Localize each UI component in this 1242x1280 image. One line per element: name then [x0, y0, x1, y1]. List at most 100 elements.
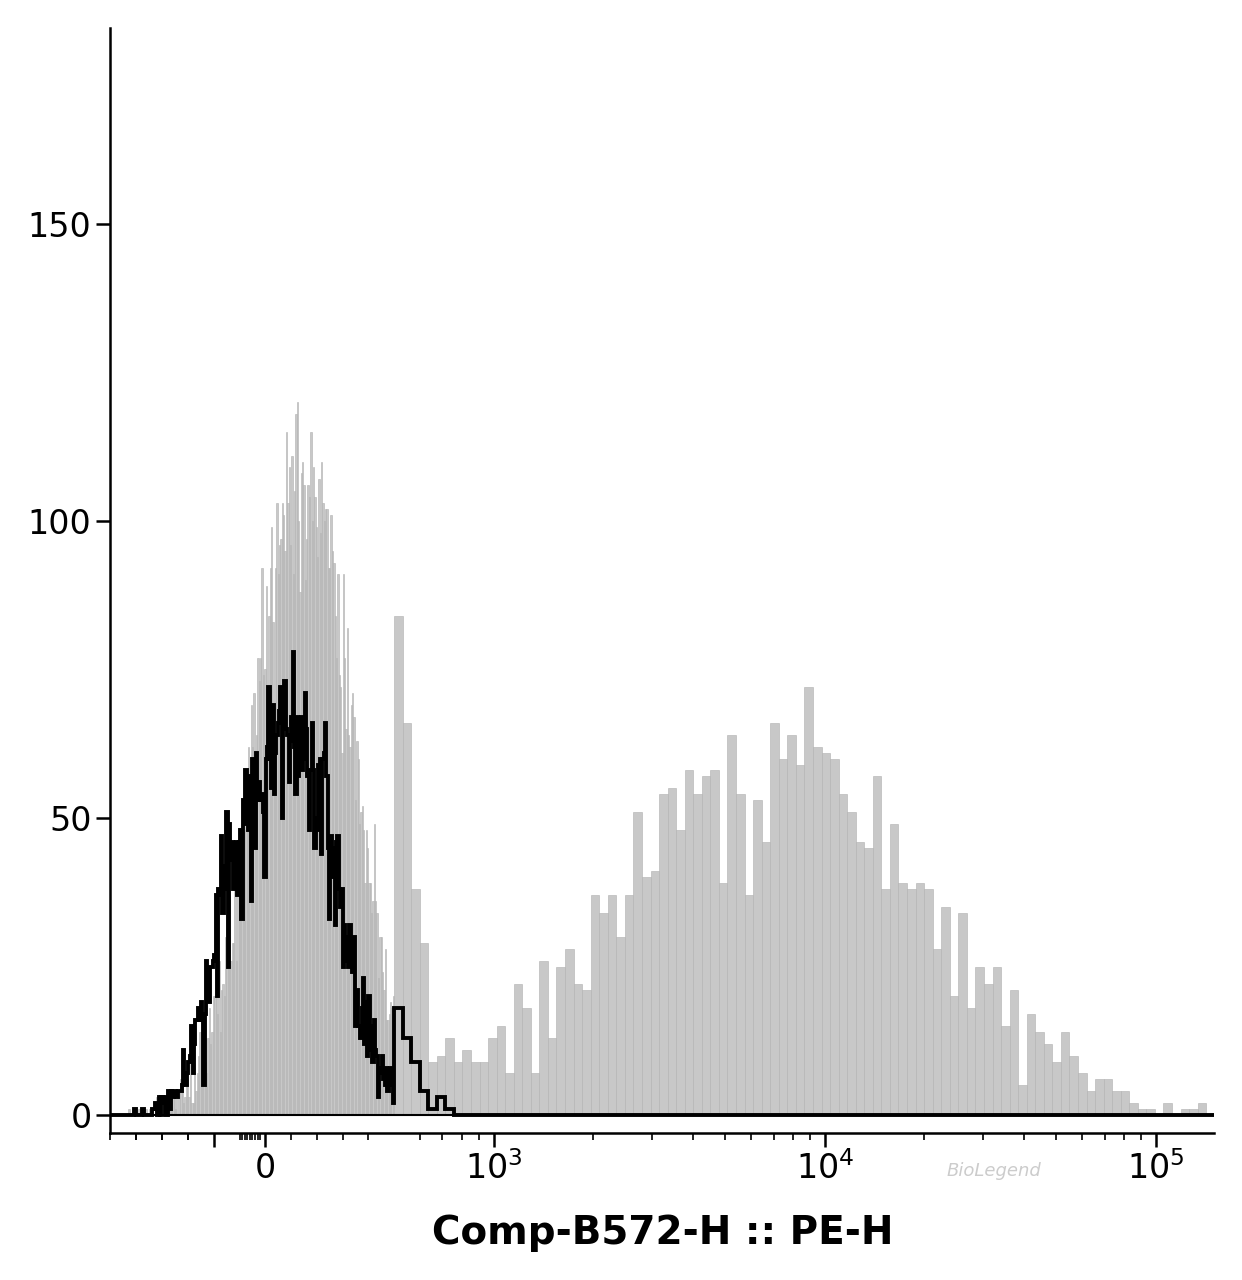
Bar — [633, 812, 642, 1115]
Bar — [805, 687, 814, 1115]
Bar — [156, 1097, 158, 1115]
Bar — [332, 550, 333, 1115]
Bar — [144, 1110, 145, 1115]
Bar — [232, 943, 233, 1115]
Bar — [864, 847, 873, 1115]
Bar — [180, 1079, 181, 1115]
Bar — [359, 824, 360, 1115]
Bar — [267, 723, 268, 1115]
Bar — [761, 842, 770, 1115]
Bar — [642, 877, 651, 1115]
Bar — [338, 575, 339, 1115]
Bar — [1104, 1079, 1112, 1115]
Bar — [294, 492, 296, 1115]
Bar — [479, 1061, 488, 1115]
Bar — [164, 1097, 165, 1115]
Bar — [233, 943, 235, 1115]
Bar — [514, 984, 523, 1115]
Bar — [375, 901, 376, 1115]
Bar — [1043, 1043, 1052, 1115]
Bar — [369, 883, 370, 1115]
Bar — [676, 829, 684, 1115]
Bar — [209, 1009, 210, 1115]
Bar — [340, 687, 342, 1115]
Bar — [256, 735, 257, 1115]
Bar — [302, 462, 303, 1115]
Bar — [651, 872, 660, 1115]
Bar — [364, 883, 365, 1115]
Bar — [373, 901, 374, 1115]
Bar — [719, 883, 728, 1115]
Bar — [830, 759, 838, 1115]
Bar — [1052, 1061, 1061, 1115]
Bar — [238, 883, 240, 1115]
Bar — [179, 1092, 180, 1115]
Bar — [347, 628, 348, 1115]
Bar — [199, 1032, 201, 1115]
Bar — [1061, 1032, 1069, 1115]
Bar — [220, 1032, 221, 1115]
Bar — [684, 771, 693, 1115]
Bar — [243, 829, 245, 1115]
Bar — [138, 1110, 140, 1115]
Bar — [247, 818, 248, 1115]
Bar — [181, 1079, 183, 1115]
Bar — [168, 1097, 170, 1115]
Bar — [334, 616, 335, 1115]
Bar — [1181, 1110, 1189, 1115]
Bar — [327, 509, 328, 1115]
Bar — [453, 1061, 462, 1115]
Bar — [1129, 1103, 1138, 1115]
Bar — [360, 812, 361, 1115]
Bar — [371, 913, 373, 1115]
Bar — [330, 515, 332, 1115]
Bar — [176, 1092, 178, 1115]
Bar — [497, 1027, 505, 1115]
Bar — [838, 794, 847, 1115]
Bar — [966, 1009, 975, 1115]
Bar — [222, 984, 224, 1115]
Bar — [1112, 1092, 1120, 1115]
Bar — [345, 728, 347, 1115]
Bar — [237, 860, 238, 1115]
Bar — [591, 895, 599, 1115]
Bar — [411, 890, 420, 1115]
Bar — [229, 937, 231, 1115]
Bar — [235, 865, 236, 1115]
Bar — [175, 1110, 176, 1115]
Bar — [355, 800, 356, 1115]
Bar — [379, 937, 380, 1115]
Bar — [599, 913, 607, 1115]
Bar — [380, 937, 381, 1115]
Bar — [984, 984, 992, 1115]
Bar — [366, 847, 369, 1115]
Bar — [303, 485, 304, 1115]
Bar — [236, 960, 237, 1115]
Bar — [241, 842, 242, 1115]
Bar — [924, 890, 933, 1115]
Bar — [278, 575, 279, 1115]
Bar — [374, 824, 375, 1115]
Bar — [339, 676, 340, 1115]
Bar — [1001, 1027, 1010, 1115]
Text: BioLegend: BioLegend — [946, 1162, 1041, 1180]
Bar — [354, 717, 355, 1115]
Bar — [240, 860, 241, 1115]
Bar — [277, 503, 278, 1115]
Bar — [402, 723, 411, 1115]
Bar — [253, 694, 255, 1115]
Bar — [315, 527, 317, 1115]
Bar — [149, 1110, 150, 1115]
Bar — [779, 759, 787, 1115]
Bar — [219, 960, 220, 1115]
Bar — [159, 1110, 160, 1115]
Bar — [281, 539, 282, 1115]
Bar — [1069, 1056, 1078, 1115]
Bar — [265, 669, 266, 1115]
Bar — [308, 485, 309, 1115]
Bar — [196, 1074, 197, 1115]
Bar — [329, 568, 330, 1115]
Bar — [171, 1110, 173, 1115]
Bar — [289, 545, 291, 1115]
Bar — [323, 503, 324, 1115]
